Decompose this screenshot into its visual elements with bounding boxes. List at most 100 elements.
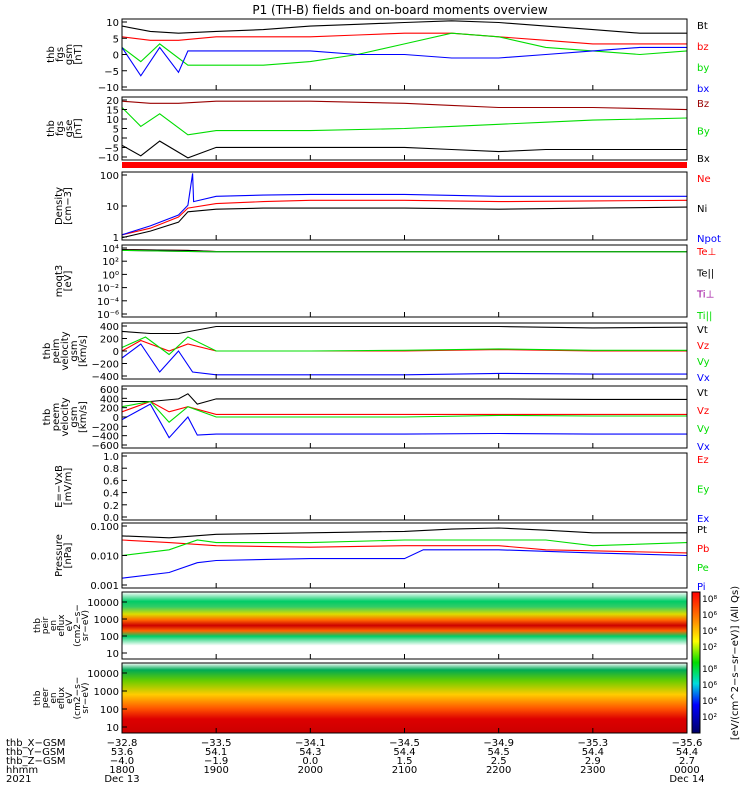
- y-tick-label: −10: [98, 153, 119, 164]
- ephemeris-value: 0.0: [302, 756, 318, 767]
- y-tick-label: 10⁻²: [97, 284, 119, 295]
- y-tick-label: 200: [100, 335, 119, 346]
- y-axis-label: [cm−3]: [63, 187, 74, 225]
- ephemeris-value: −1.9: [204, 756, 228, 767]
- legend-label-Vz: Vz: [697, 406, 709, 417]
- y-axis-label: en: [49, 692, 59, 703]
- y-axis-label: [eV]: [63, 271, 74, 292]
- y-tick-label: 200: [100, 404, 119, 415]
- legend-label-Pt: Pt: [697, 525, 707, 536]
- ephemeris-year: 2021: [6, 774, 31, 785]
- legend-label-Ni: Ni: [697, 204, 707, 215]
- y-axis-label: velocity: [60, 331, 71, 370]
- y-tick-label: 0.100: [90, 522, 119, 533]
- panel-4: 10⁴ 10² 10⁰ 10⁻² 10⁻⁴ 10⁻⁶ moqt3[eV] Te⊥ Te|| Ti⊥…: [54, 244, 716, 322]
- y-axis-label: en: [49, 620, 59, 631]
- y-tick-label: −400: [92, 372, 119, 383]
- ephemeris-value: 54.3: [299, 747, 321, 758]
- series-line-Vx: [121, 403, 687, 439]
- y-axis-label: peim: [51, 338, 62, 363]
- panel-8: 0.100 0.010 0.001 Pressure[nPa] Pt Pb Pe Pi: [54, 522, 709, 593]
- y-axis-label: [nT]: [73, 118, 84, 138]
- series-line-Ni: [121, 206, 688, 239]
- y-tick-label: 10⁻⁶: [97, 310, 119, 321]
- series-line-Pe: [121, 539, 688, 557]
- y-tick-label: −400: [92, 432, 119, 443]
- y-axis-label: gsm: [69, 340, 80, 361]
- y-tick-label: 10⁻⁴: [97, 297, 119, 308]
- y-axis-label: gsm: [69, 406, 80, 427]
- y-tick-label: −10: [98, 83, 119, 94]
- y-tick-label: 15: [106, 106, 119, 117]
- legend-label-Ti||: Ti||: [696, 311, 712, 322]
- y-axis-label: peir: [41, 616, 51, 634]
- y-tick-label: 10000: [87, 598, 119, 609]
- legend-label-Ez: Ez: [697, 455, 709, 466]
- ephemeris-date: Dec 14: [669, 774, 704, 785]
- y-tick-label: 10000: [87, 669, 119, 680]
- y-tick-label: 0: [113, 134, 119, 145]
- y-tick-label: 400: [100, 394, 119, 405]
- ephemeris-value: −35.3: [578, 738, 609, 749]
- y-tick-label: 0: [113, 51, 119, 62]
- y-axis-label: [km/s]: [78, 335, 89, 367]
- legend-label-Pb: Pb: [697, 544, 709, 555]
- panel-3: 100 10 1 Density[cm−3] Ne Ni Npot: [54, 171, 721, 245]
- y-axis-label: gse: [64, 120, 75, 138]
- legend-label-Bx: Bx: [697, 154, 710, 165]
- y-tick-label: 1.0: [103, 452, 119, 463]
- legend-label-Bt: Bt: [697, 21, 708, 32]
- y-tick-label: 0: [113, 347, 119, 358]
- spectrogram-fill: [122, 663, 687, 733]
- ephemeris-value: 2.7: [679, 756, 695, 767]
- colorbar-tick-label: 10⁴: [702, 697, 717, 707]
- ephemeris-row-label: thb_Z−GSM: [6, 756, 66, 767]
- series-line-Bz: [121, 100, 688, 111]
- y-tick-label: 1000: [94, 687, 119, 698]
- y-tick-label: −200: [92, 422, 119, 433]
- series-line-Vz: [121, 400, 687, 415]
- series-line-Ne: [121, 199, 688, 236]
- y-axis-label: thb: [42, 409, 53, 426]
- ephemeris-value: 1800: [109, 765, 134, 776]
- y-axis-label: thb: [33, 690, 43, 705]
- series-line-bz: [121, 32, 687, 45]
- y-axis-label: peem: [51, 403, 62, 431]
- series-line-Bx: [121, 140, 687, 159]
- ephemeris-value: −35.6: [672, 738, 703, 749]
- ephemeris-row-label: thb_X−GSM: [6, 738, 66, 749]
- ephemeris-value: 54.4: [393, 747, 415, 758]
- series-line-Bt: [121, 20, 687, 34]
- ephemeris-value: 2300: [580, 765, 605, 776]
- y-axis-label: eV: [65, 619, 75, 632]
- y-tick-label: 0.0: [103, 513, 119, 524]
- y-axis-label: velocity: [60, 397, 71, 436]
- y-tick-label: 1: [113, 233, 119, 244]
- y-tick-label: 10⁰: [102, 270, 119, 281]
- legend-label-Ex: Ex: [697, 514, 709, 525]
- y-axis-label: eV: [65, 691, 75, 704]
- ephemeris-value: −34.9: [483, 738, 514, 749]
- y-axis-label: thb: [42, 343, 53, 360]
- colorbar-tick-label: 10²: [702, 643, 717, 653]
- y-axis-label: Pressure: [54, 534, 65, 577]
- y-tick-label: 0.8: [103, 464, 119, 475]
- colorbar-tick-label: 10⁴: [702, 627, 717, 637]
- ephemeris-value: 2100: [392, 765, 417, 776]
- y-tick-label: 1000: [94, 615, 119, 626]
- y-tick-label: −200: [92, 360, 119, 371]
- ephemeris-value: 1.5: [397, 756, 413, 767]
- y-axis-label: fgs: [55, 121, 66, 136]
- ephemeris-row-label: hhmm: [6, 765, 38, 776]
- ephemeris-value: −34.1: [295, 738, 326, 749]
- series-line-Pi: [121, 549, 688, 579]
- y-tick-label: 10²: [102, 257, 119, 268]
- legend-label-Vy: Vy: [697, 424, 710, 435]
- legend-label-Vt: Vt: [697, 388, 708, 399]
- spectrogram-1: 10000 1000 100 10 thbpeirenefluxeV(cm2−s−sr−…: [33, 591, 688, 660]
- y-axis-label: gsm: [64, 44, 75, 65]
- spectrogram-2: 10000 1000 100 10 thbpeerenefluxeV(cm2−s−sr−…: [33, 662, 688, 734]
